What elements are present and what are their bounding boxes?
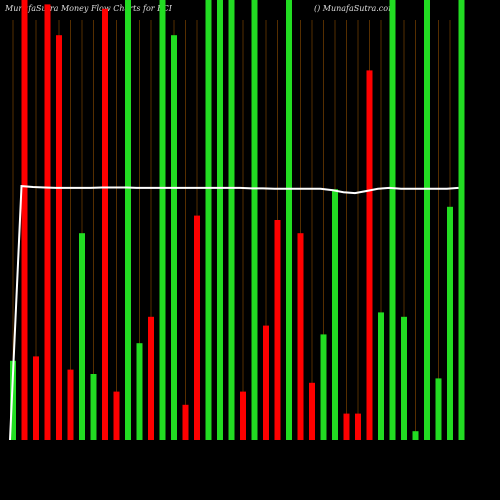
bar: [447, 206, 453, 440]
bar: [194, 215, 200, 440]
bar: [205, 0, 212, 440]
bar: [44, 4, 51, 441]
bar: [366, 70, 373, 441]
bar: [320, 334, 327, 440]
bar: [378, 312, 384, 440]
bar: [309, 382, 315, 440]
bar: [251, 0, 258, 440]
bar: [435, 378, 442, 440]
bar: [355, 413, 361, 440]
bar: [240, 391, 246, 440]
bar: [33, 356, 39, 440]
bar: [10, 360, 16, 440]
bar: [67, 369, 74, 440]
bar: [274, 220, 281, 440]
bar: [148, 316, 154, 440]
bar: [159, 0, 166, 440]
bar: [286, 0, 292, 440]
bar: [389, 0, 396, 440]
bar: [182, 404, 189, 440]
bar: [297, 233, 304, 440]
bar: [171, 35, 177, 440]
bar: [343, 413, 350, 440]
bar: [125, 0, 131, 440]
chart-title: MunafaSutra Money Flow Charts for FCI: [4, 4, 173, 13]
chart-subtitle: () MunafaSutra.com: [314, 4, 396, 13]
bar: [332, 189, 338, 440]
bar: [263, 325, 269, 440]
bar: [90, 374, 97, 440]
bar: [56, 35, 62, 440]
bar: [113, 391, 120, 440]
bar: [21, 0, 28, 440]
bar: [136, 343, 143, 440]
money-flow-line: [9, 185, 459, 441]
bar: [424, 0, 430, 440]
bar: [458, 0, 465, 440]
bar: [412, 431, 419, 440]
bar: [228, 0, 235, 440]
bar: [401, 316, 407, 440]
bar: [217, 0, 223, 440]
bar: [79, 233, 85, 440]
bar: [102, 8, 108, 441]
